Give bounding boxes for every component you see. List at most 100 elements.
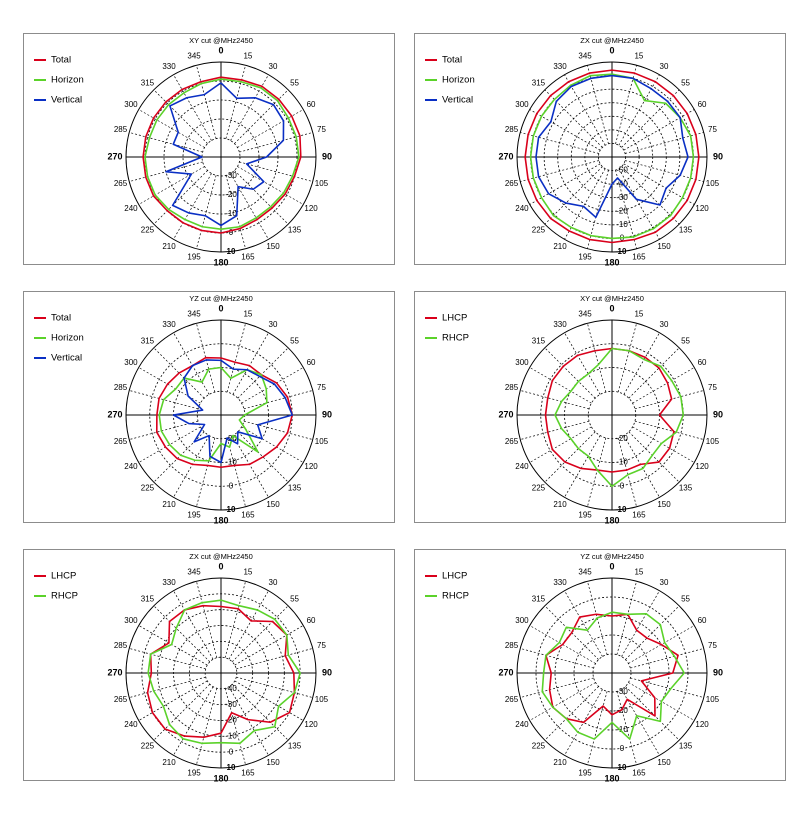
grid-spoke bbox=[618, 74, 660, 146]
grid-spoke bbox=[237, 166, 304, 205]
grid-spoke bbox=[630, 648, 704, 669]
radial-label: -30 bbox=[616, 193, 628, 202]
radial-label: 10 bbox=[227, 247, 236, 256]
grid-spoke bbox=[153, 89, 208, 144]
radial-label: 10 bbox=[618, 505, 627, 514]
angle-label: 55 bbox=[290, 79, 299, 88]
grid-spoke bbox=[239, 161, 313, 182]
angle-label: 0 bbox=[609, 561, 614, 571]
grid-spoke bbox=[226, 437, 246, 507]
grid-spoke bbox=[544, 89, 603, 148]
angle-label: 225 bbox=[141, 742, 155, 751]
angle-label: 150 bbox=[266, 758, 280, 767]
radial-label: 10 bbox=[618, 247, 627, 256]
angle-label: 105 bbox=[706, 179, 720, 188]
grid-spoke bbox=[587, 437, 607, 507]
angle-label: 265 bbox=[505, 695, 519, 704]
grid-spoke bbox=[564, 590, 603, 657]
angle-label: 135 bbox=[679, 484, 693, 493]
series-line-total bbox=[142, 76, 302, 234]
angle-label: 15 bbox=[243, 52, 252, 61]
series-line-vertical bbox=[535, 74, 689, 219]
angle-label: 165 bbox=[632, 769, 646, 778]
angle-label: 120 bbox=[695, 720, 709, 729]
angle-label: 300 bbox=[515, 100, 529, 109]
angle-label: 135 bbox=[679, 742, 693, 751]
angle-label: 210 bbox=[162, 758, 176, 767]
grid-spoke bbox=[241, 426, 304, 463]
angle-label: 60 bbox=[307, 616, 316, 625]
grid-spoke bbox=[196, 688, 218, 765]
grid-spoke bbox=[173, 590, 214, 660]
grid-spoke bbox=[618, 168, 660, 240]
angle-label: 90 bbox=[322, 667, 332, 677]
angle-label: 225 bbox=[141, 226, 155, 235]
grid-spoke bbox=[129, 676, 206, 698]
angle-label: 30 bbox=[660, 62, 669, 71]
angle-label: 270 bbox=[498, 409, 513, 419]
angle-label: 75 bbox=[708, 125, 717, 134]
chart-title: XY cut @MHz2450 bbox=[580, 294, 644, 303]
angle-label: 180 bbox=[604, 773, 619, 782]
grid-spoke bbox=[564, 332, 601, 395]
angle-label: 120 bbox=[304, 462, 318, 471]
series-line-rhcp bbox=[554, 347, 685, 488]
angle-label: 60 bbox=[698, 100, 707, 109]
legend-label: Vertical bbox=[51, 95, 82, 106]
grid-spoke bbox=[234, 89, 289, 144]
angle-label: 240 bbox=[515, 204, 529, 213]
angle-label: 75 bbox=[708, 641, 717, 650]
grid-spoke bbox=[243, 390, 313, 410]
radial-label: -10 bbox=[225, 209, 237, 218]
angle-label: 240 bbox=[124, 462, 138, 471]
angle-label: 345 bbox=[578, 310, 592, 319]
series-line-horizon bbox=[158, 366, 268, 462]
legend-label: Total bbox=[442, 55, 462, 66]
angle-label: 150 bbox=[266, 500, 280, 509]
grid-spoke bbox=[234, 680, 304, 721]
legend-label: LHCP bbox=[442, 571, 467, 582]
angle-label: 150 bbox=[266, 242, 280, 251]
grid-spoke bbox=[236, 676, 313, 698]
angle-label: 150 bbox=[657, 758, 671, 767]
chart-title: YZ cut @MHz2450 bbox=[580, 552, 643, 561]
polar-chart-6: YZ cut @MHz24500153055607590105120135150… bbox=[425, 552, 723, 782]
angle-label: 270 bbox=[498, 151, 513, 161]
angle-label: 90 bbox=[322, 151, 332, 161]
angle-label: 30 bbox=[660, 578, 669, 587]
polar-chart-3: YZ cut @MHz24500153055607590105120135150… bbox=[34, 294, 332, 524]
grid-spoke bbox=[520, 677, 594, 698]
series-line-vertical bbox=[172, 359, 294, 464]
angle-label: 180 bbox=[213, 773, 228, 782]
series-line-vertical bbox=[165, 82, 285, 227]
angle-label: 55 bbox=[681, 337, 690, 346]
grid-spoke bbox=[224, 688, 246, 765]
angle-label: 300 bbox=[124, 358, 138, 367]
grid-spoke bbox=[623, 435, 660, 498]
grid-spoke bbox=[616, 581, 637, 655]
angle-label: 265 bbox=[505, 179, 519, 188]
series-line-lhcp bbox=[544, 347, 675, 473]
angle-label: 30 bbox=[269, 62, 278, 71]
grid-spoke bbox=[237, 109, 304, 148]
radial-label: -20 bbox=[225, 190, 237, 199]
legend-label: LHCP bbox=[442, 313, 467, 324]
series-line-rhcp bbox=[147, 599, 301, 745]
grid-spoke bbox=[153, 683, 211, 741]
radial-label: -30 bbox=[225, 700, 237, 709]
radial-label: -20 bbox=[616, 706, 628, 715]
grid-spoke bbox=[615, 170, 637, 249]
grid-spoke bbox=[196, 175, 217, 249]
angle-label: 165 bbox=[241, 769, 255, 778]
grid-spoke bbox=[615, 65, 637, 144]
legend-label: Horizon bbox=[51, 333, 84, 344]
grid-spoke bbox=[632, 367, 695, 404]
grid-spoke bbox=[234, 625, 304, 666]
radial-label: 0 bbox=[229, 228, 234, 237]
angle-label: 210 bbox=[162, 500, 176, 509]
grid-spoke bbox=[138, 680, 208, 721]
angle-label: 75 bbox=[708, 383, 717, 392]
grid-spoke bbox=[138, 109, 205, 148]
grid-spoke bbox=[225, 65, 246, 139]
grid-spoke bbox=[625, 160, 704, 182]
